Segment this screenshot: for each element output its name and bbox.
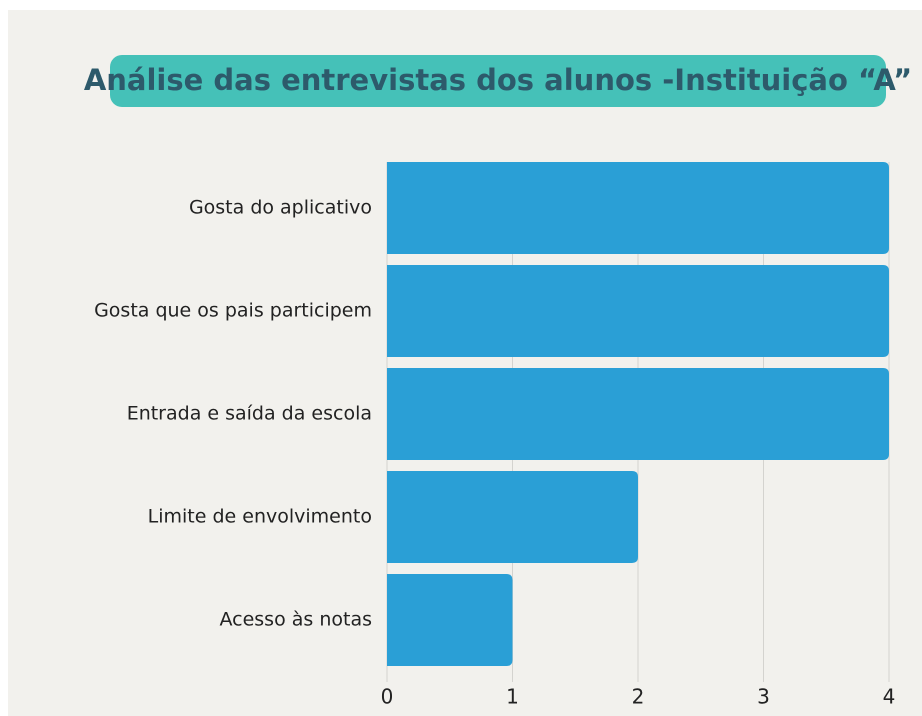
y-tick-label: Gosta que os pais participem [94, 300, 372, 322]
title-box [110, 55, 886, 107]
x-tick-label: 2 [632, 685, 645, 709]
bars [387, 162, 889, 666]
bar [387, 368, 889, 460]
bar [387, 265, 889, 357]
chart-title: Análise das entrevistas dos alunos -Inst… [84, 63, 912, 97]
y-tick-label: Acesso às notas [219, 609, 372, 631]
bar [387, 471, 638, 563]
x-tick-label: 0 [381, 685, 394, 709]
y-tick-label: Limite de envolvimento [148, 506, 372, 528]
y-tick-label: Gosta do aplicativo [189, 197, 372, 219]
y-tick-label: Entrada e saída da escola [127, 403, 372, 425]
x-tick-label: 4 [883, 685, 896, 709]
bar [387, 574, 513, 666]
bar [387, 162, 889, 254]
x-tick-label: 3 [757, 685, 770, 709]
x-tick-label: 1 [506, 685, 519, 709]
